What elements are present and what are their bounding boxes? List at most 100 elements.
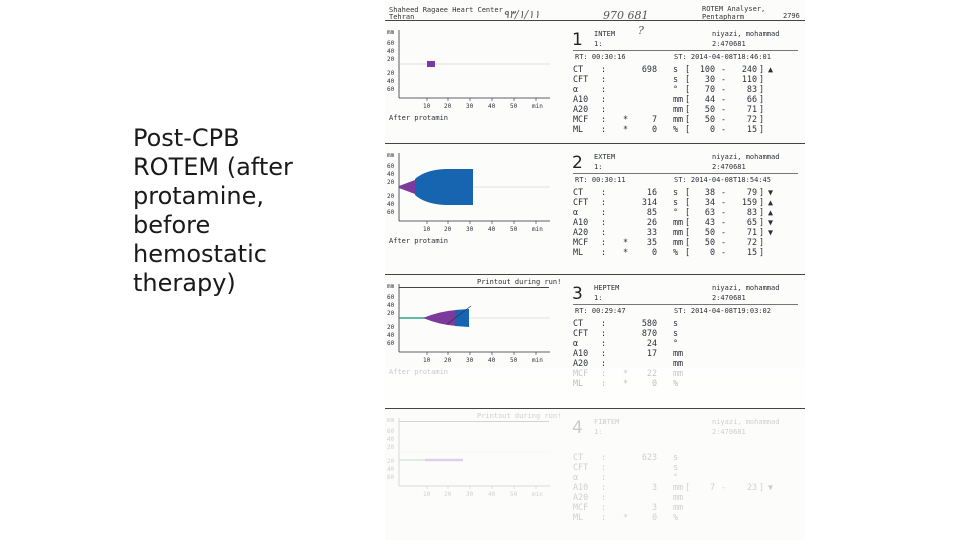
param-value: 314 bbox=[641, 197, 657, 207]
colon: : bbox=[601, 338, 607, 348]
param-unit: mm bbox=[673, 502, 684, 512]
range-high: 65 bbox=[746, 217, 757, 227]
parameter-row: A20: mm bbox=[573, 358, 803, 368]
range-dash: - bbox=[721, 197, 727, 207]
x-tick-label: 10 bbox=[423, 103, 431, 110]
param-unit: s bbox=[673, 197, 679, 207]
y-tick-label: 60 bbox=[387, 294, 395, 301]
param-name: α bbox=[573, 84, 579, 94]
x-tick-label: min bbox=[532, 226, 543, 233]
param-unit: s bbox=[673, 74, 679, 84]
param-name: CT bbox=[573, 318, 584, 328]
range-high: 159 bbox=[741, 197, 757, 207]
x-tick-label: 40 bbox=[488, 103, 496, 110]
param-unit: mm bbox=[673, 492, 684, 502]
param-name: CFT bbox=[573, 328, 589, 338]
range-low: 34 bbox=[704, 197, 715, 207]
param-unit: s bbox=[673, 64, 679, 74]
hospital-name: Shaheed Ragaee Heart Center bbox=[389, 6, 503, 14]
range-high: 66 bbox=[746, 94, 757, 104]
start-time: ST: 2014-04-08T18:54:45 bbox=[674, 176, 771, 184]
param-unit: mm bbox=[673, 482, 684, 492]
chart-caption: After protamin bbox=[389, 237, 449, 245]
colon: : bbox=[601, 187, 607, 197]
range-dash: - bbox=[721, 84, 727, 94]
x-tick-label: 30 bbox=[466, 491, 474, 498]
param-name: A10 bbox=[573, 348, 589, 358]
param-name: A20 bbox=[573, 227, 589, 237]
param-value: 22 bbox=[646, 368, 657, 378]
colon: : bbox=[601, 462, 607, 472]
param-star: * bbox=[623, 237, 629, 247]
colon: : bbox=[601, 227, 607, 237]
parameter-row: A10: 26 mm[43- 65] ▼ bbox=[573, 217, 803, 227]
clot-trace-early bbox=[423, 310, 457, 326]
out-of-range-flag: ▲ bbox=[768, 197, 774, 207]
out-of-range-flag: ▼ bbox=[768, 482, 774, 492]
clot-trace bbox=[415, 169, 473, 205]
range-low: 44 bbox=[704, 94, 715, 104]
start-time: ST: 2014-04-08T18:46:01 bbox=[674, 53, 771, 61]
patient-id: 2:470681 bbox=[712, 40, 746, 48]
printout-note: Printout during run! bbox=[477, 412, 562, 420]
param-star: * bbox=[623, 247, 629, 257]
param-name: ML bbox=[573, 124, 584, 134]
param-name: MCF bbox=[573, 114, 589, 124]
range-open: [ bbox=[685, 187, 691, 197]
parameter-row: MCF: * 7 mm[50- 72] bbox=[573, 114, 803, 124]
parameter-row: A20: mm[50- 71] bbox=[573, 104, 803, 114]
param-unit: s bbox=[673, 452, 679, 462]
param-name: A20 bbox=[573, 358, 589, 368]
out-of-range-flag: ▲ bbox=[768, 64, 774, 74]
parameter-row: A10: 3 mm[7- 23] ▼ bbox=[573, 482, 803, 492]
x-tick-label: 50 bbox=[510, 103, 518, 110]
chart-caption: After protamin bbox=[389, 114, 449, 122]
colon: : bbox=[601, 502, 607, 512]
param-unit: mm bbox=[673, 237, 684, 247]
range-high: 72 bbox=[746, 237, 757, 247]
colon: : bbox=[601, 207, 607, 217]
x-tick-label: min bbox=[532, 103, 543, 110]
analyser-code: 2796 bbox=[783, 12, 800, 20]
param-name: ML bbox=[573, 512, 584, 522]
range-dash: - bbox=[721, 247, 727, 257]
param-value: 24 bbox=[646, 338, 657, 348]
range-dash: - bbox=[721, 74, 727, 84]
param-name: MCF bbox=[573, 237, 589, 247]
parameter-row: ML: * 0% bbox=[573, 378, 803, 388]
rotem-report-scan: Shaheed Ragaee Heart Center Tehran ROTEM… bbox=[385, 0, 805, 540]
param-value: 0 bbox=[651, 247, 657, 257]
x-tick-label: 20 bbox=[444, 226, 452, 233]
test-name: HEPTEM bbox=[594, 284, 620, 292]
range-low: 38 bbox=[704, 187, 715, 197]
panel-separator bbox=[385, 274, 805, 275]
range-close: ] bbox=[759, 227, 765, 237]
range-close: ] bbox=[759, 94, 765, 104]
parameter-row: CT: 698 s [100- 240] ▲ bbox=[573, 64, 803, 74]
x-tick-label: 40 bbox=[488, 491, 496, 498]
param-name: CFT bbox=[573, 462, 589, 472]
parameter-row: MCF: 3 mm bbox=[573, 502, 803, 512]
panel-separator bbox=[385, 143, 805, 144]
x-tick-label: 10 bbox=[423, 491, 431, 498]
param-value: 0 bbox=[651, 378, 657, 388]
patient-name: niyazi, mohammad bbox=[712, 153, 780, 161]
printout-rule bbox=[399, 287, 549, 288]
param-name: ML bbox=[573, 378, 584, 388]
range-open: [ bbox=[685, 84, 691, 94]
param-star: * bbox=[623, 124, 629, 134]
parameter-row: CFT: s [30- 110] bbox=[573, 74, 803, 84]
param-name: MCF bbox=[573, 502, 589, 512]
x-tick-label: 20 bbox=[444, 491, 452, 498]
out-of-range-flag: ▼ bbox=[768, 187, 774, 197]
range-close: ] bbox=[759, 84, 765, 94]
clot-trace bbox=[455, 309, 469, 327]
parameter-row: ML: * 0%[0-15] bbox=[573, 124, 803, 134]
range-dash: - bbox=[721, 237, 727, 247]
parameter-row: A20: 33 mm[50- 71] ▼ bbox=[573, 227, 803, 237]
run-time: RT: 00:29:47 bbox=[575, 307, 626, 315]
param-unit: % bbox=[673, 378, 679, 388]
range-close: ] bbox=[759, 74, 765, 84]
parameter-row: CT: 16 s [38- 79] ▼ bbox=[573, 187, 803, 197]
